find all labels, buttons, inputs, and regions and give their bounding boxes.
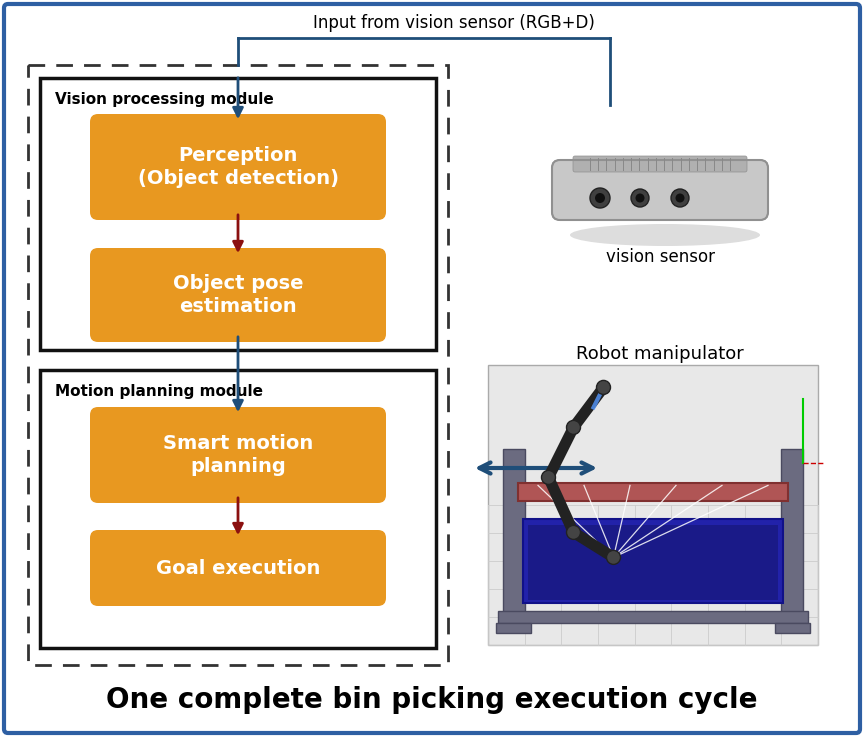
FancyBboxPatch shape: [40, 370, 436, 648]
FancyBboxPatch shape: [4, 4, 860, 733]
Bar: [775, 623, 810, 632]
Circle shape: [567, 525, 581, 539]
FancyBboxPatch shape: [90, 407, 386, 503]
Circle shape: [671, 189, 689, 207]
Circle shape: [542, 470, 556, 484]
Circle shape: [567, 420, 581, 434]
FancyBboxPatch shape: [40, 78, 436, 350]
Bar: [528, 525, 778, 600]
Circle shape: [595, 193, 605, 203]
Circle shape: [607, 551, 620, 565]
Text: Perception
(Object detection): Perception (Object detection): [137, 146, 339, 188]
FancyBboxPatch shape: [90, 114, 386, 220]
Text: Robot manipulator: Robot manipulator: [576, 345, 744, 363]
Bar: [488, 365, 818, 645]
Text: Goal execution: Goal execution: [156, 559, 321, 578]
Text: Motion planning module: Motion planning module: [55, 384, 263, 399]
Bar: [503, 449, 525, 631]
Circle shape: [676, 194, 684, 203]
Text: Input from vision sensor (RGB+D): Input from vision sensor (RGB+D): [313, 14, 595, 32]
Bar: [518, 483, 788, 500]
Bar: [496, 623, 531, 632]
Text: One complete bin picking execution cycle: One complete bin picking execution cycle: [106, 686, 758, 714]
Text: Object pose
estimation: Object pose estimation: [173, 273, 303, 316]
Circle shape: [631, 189, 649, 207]
Bar: [781, 449, 803, 631]
Text: vision sensor: vision sensor: [606, 248, 715, 266]
Text: Vision processing module: Vision processing module: [55, 92, 274, 107]
FancyBboxPatch shape: [90, 248, 386, 342]
Ellipse shape: [570, 224, 760, 246]
FancyBboxPatch shape: [90, 530, 386, 606]
Circle shape: [590, 188, 610, 208]
Bar: [523, 519, 783, 603]
Circle shape: [636, 194, 645, 203]
Circle shape: [596, 380, 611, 394]
Text: Smart motion
planning: Smart motion planning: [163, 434, 313, 476]
FancyBboxPatch shape: [552, 160, 768, 220]
FancyBboxPatch shape: [573, 156, 747, 172]
Bar: [498, 612, 808, 624]
